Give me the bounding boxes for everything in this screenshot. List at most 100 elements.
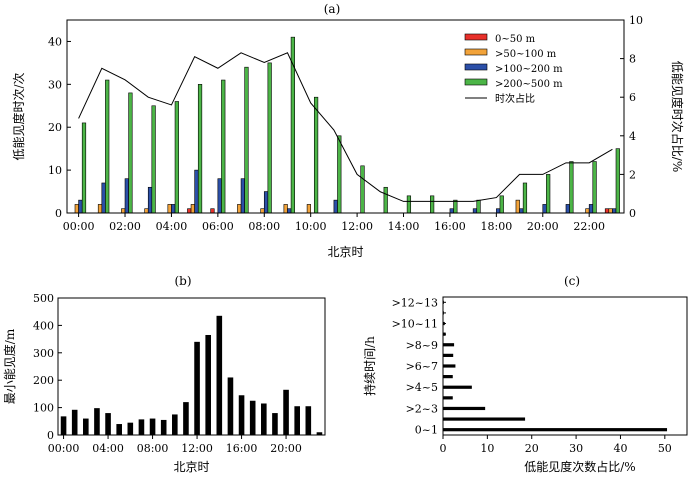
bar-a-s3-h23 [615, 148, 620, 214]
bar-b-h13 [205, 334, 211, 435]
xtick-label-a: 20:00 [527, 220, 559, 233]
legend-swatch-a [464, 33, 488, 41]
xtick-label-a: 12:00 [341, 220, 373, 233]
xtick-label-a: 10:00 [295, 220, 327, 233]
bar-c-4 [443, 385, 472, 389]
xtick-label-b: 04:00 [92, 442, 124, 455]
bar-a-s2-h1 [101, 182, 106, 214]
xtick-label-c: 0 [440, 442, 447, 455]
bar-a-s1-h2 [121, 208, 126, 214]
bar-a-s3-h16 [453, 199, 458, 214]
bar-a-s1-h8 [260, 208, 265, 214]
bar-a-s1-h9 [283, 204, 288, 214]
bar-b-h11 [183, 402, 189, 435]
xtick-label-c: 50 [658, 442, 672, 455]
bar-c-6 [443, 364, 456, 368]
xtick-label-c: 40 [613, 442, 627, 455]
y2tick-label-a: 0 [629, 207, 636, 220]
bar-a-s2-h17 [472, 208, 478, 214]
legend-label-a: >200~500 m [495, 79, 563, 90]
bar-b-h18 [261, 403, 267, 435]
bar-a-s2-h18 [496, 208, 501, 214]
bar-b-h21 [294, 406, 300, 435]
bar-c-3 [443, 396, 453, 400]
legend-label-a: 0~50 m [495, 34, 536, 45]
legend-swatch-a [464, 78, 488, 86]
bar-a-s2-h5 [194, 169, 199, 214]
bar-b-h3 [94, 408, 100, 435]
x-axis-label-a: 北京时 [327, 245, 363, 259]
bar-b-h5 [116, 424, 122, 435]
x-axis-label-b: 北京时 [173, 460, 209, 474]
bar-a-s3-h13 [383, 186, 388, 214]
bar-a-s2-h19 [519, 208, 524, 214]
bar-a-s1-h1 [97, 204, 103, 214]
ytick-label-b: 500 [33, 292, 54, 305]
bar-b-h2 [83, 418, 89, 435]
bar-c-8 [443, 343, 455, 347]
bar-a-s3-h14 [406, 195, 412, 214]
bar-b-h9 [160, 419, 167, 435]
xtick-label-a: 06:00 [202, 220, 234, 233]
bar-b-h12 [194, 341, 200, 435]
bar-a-s0-h5 [187, 208, 192, 214]
ratio-line-a [78, 52, 613, 202]
x-axis-label-c: 低能见度次数占比/% [524, 459, 635, 474]
bar-a-s2-h11 [333, 199, 338, 214]
ytick-label-a: 30 [48, 78, 62, 91]
bar-a-s3-h6 [221, 79, 226, 214]
bar-b-h22 [305, 406, 312, 435]
plot-frame-c [442, 296, 688, 436]
ytick-label-c: >4~5 [406, 381, 438, 394]
bar-a-s2-h23 [612, 208, 617, 214]
bar-a-s3-h1 [105, 79, 110, 214]
bar-b-h23 [316, 432, 323, 435]
bar-a-s3-h0 [81, 122, 87, 214]
bar-a-s2-h3 [147, 186, 153, 214]
bar-a-s3-h2 [128, 92, 133, 214]
y-axis-label-a: 低能见度时次/次 [11, 72, 26, 160]
bar-a-s3-h12 [360, 165, 365, 214]
xtick-label-a: 08:00 [248, 220, 280, 233]
panel-c-label: (c) [564, 274, 580, 288]
bar-b-h1 [71, 409, 78, 435]
bar-a-s2-h20 [542, 204, 547, 214]
xtick-label-c: 10 [480, 442, 494, 455]
ytick-label-c: >2~3 [406, 402, 438, 415]
xtick-label-a: 18:00 [481, 220, 513, 233]
bar-b-h4 [105, 413, 111, 435]
bar-a-s0-h6 [210, 208, 215, 214]
y2tick-label-a: 4 [629, 130, 636, 143]
y-axis-label-c: 持续时间/h [362, 336, 377, 396]
bar-a-s3-h21 [569, 161, 574, 214]
plot-frame-b [57, 297, 326, 436]
bar-b-h6 [127, 422, 134, 435]
xtick-label-a: 22:00 [573, 220, 605, 233]
y2tick-label-a: 10 [629, 14, 643, 27]
bar-a-s1-h3 [144, 208, 149, 214]
bar-a-s3-h15 [430, 195, 435, 214]
bar-a-s2-h22 [588, 204, 594, 214]
bar-a-s3-h3 [151, 105, 156, 214]
xtick-label-a: 14:00 [388, 220, 420, 233]
ytick-label-c: >10~11 [392, 318, 438, 331]
bar-a-s1-h22 [585, 208, 590, 214]
ytick-label-b: 400 [33, 319, 54, 332]
bar-a-s2-h2 [124, 178, 129, 214]
bar-a-s3-h17 [476, 199, 481, 214]
panel-a-label: (a) [324, 2, 341, 16]
bar-a-s3-h22 [592, 161, 597, 214]
ytick-label-c: 0~1 [415, 424, 438, 437]
ytick-label-b: 200 [33, 374, 54, 387]
legend-swatch-a [464, 48, 488, 56]
xtick-label-c: 20 [525, 442, 539, 455]
bar-c-2 [443, 406, 486, 411]
ytick-label-b: 0 [47, 429, 54, 442]
xtick-label-a: 02:00 [109, 220, 141, 233]
bar-a-s2-h8 [263, 191, 269, 214]
bar-b-h8 [149, 418, 156, 435]
xtick-label-b: 12:00 [181, 442, 213, 455]
bar-a-s3-h7 [244, 66, 249, 214]
bar-b-h15 [227, 377, 234, 435]
